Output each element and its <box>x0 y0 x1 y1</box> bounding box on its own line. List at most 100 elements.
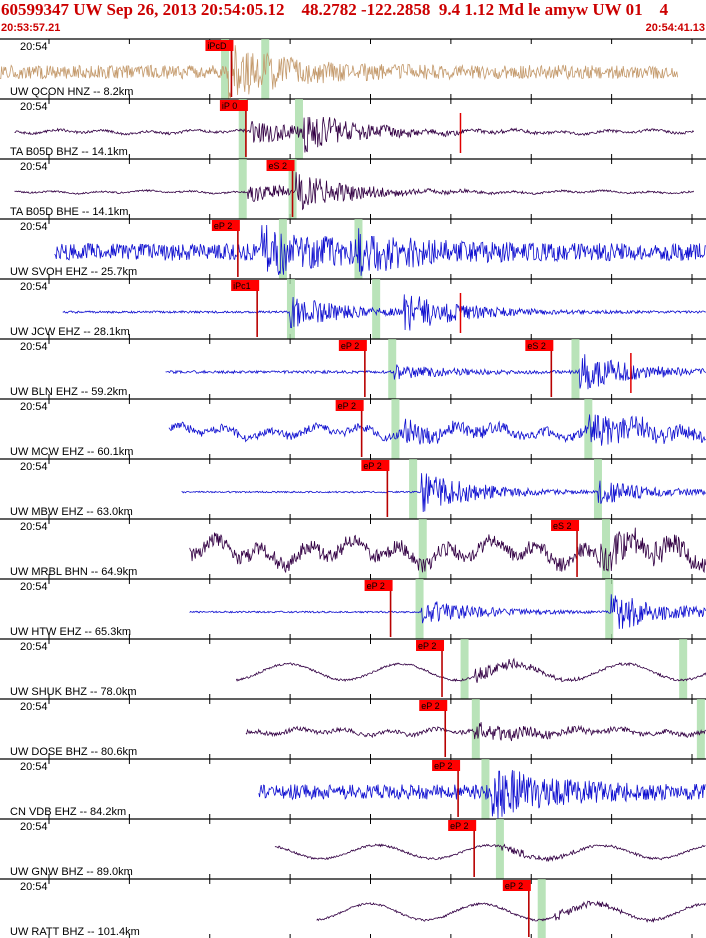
minute-tick-label: 20:54 <box>20 581 48 593</box>
waveform-trace <box>189 594 706 629</box>
end-time: 20:54:41.13 <box>645 22 705 34</box>
minute-tick-label: 20:54 <box>20 881 48 893</box>
theoretical-arrival-mark <box>605 579 614 639</box>
phase-pick-box <box>364 580 393 591</box>
theoretical-arrival-mark <box>415 579 424 639</box>
theoretical-arrival-mark <box>418 519 427 579</box>
header: 60599347 UW Sep 26, 2013 20:54:05.12 48.… <box>0 0 706 37</box>
waveform-trace <box>165 354 706 390</box>
minute-tick-label: 20:54 <box>20 341 48 353</box>
phase-pick-box <box>551 520 580 531</box>
theoretical-arrival-mark <box>294 99 303 159</box>
station-label: UW BLN EHZ -- 59.2km <box>10 386 127 398</box>
waveform-trace <box>62 294 706 331</box>
waveform-trace <box>14 172 695 211</box>
seismogram-plot: 20:54 iPcD UW QCON HNZ -- 8.2km 20:54 iP 0 TA… <box>0 38 706 938</box>
waveform-trace <box>181 473 706 513</box>
theoretical-arrival-mark <box>696 699 705 759</box>
phase-pick-box <box>361 460 390 471</box>
phase-pick-box <box>338 340 367 351</box>
theoretical-arrival-mark <box>278 219 287 279</box>
phase-pick-label: eP 2 <box>363 461 381 471</box>
theoretical-arrival-mark <box>460 639 469 699</box>
phase-pick-box <box>205 40 234 51</box>
station-label: UW HTW EHZ -- 65.3km <box>10 626 131 638</box>
phase-pick-box <box>231 280 260 291</box>
waveform-trace <box>274 843 706 863</box>
theoretical-arrival-mark <box>593 459 602 519</box>
station-label: TA B05D BHZ -- 14.1km <box>10 146 128 158</box>
phase-pick-label: eS 2 <box>527 341 546 351</box>
waveform-trace <box>168 414 706 446</box>
phase-pick-label: eP 2 <box>418 641 436 651</box>
theoretical-arrival-mark <box>238 99 247 159</box>
phase-pick-box <box>416 640 445 651</box>
phase-pick-box <box>211 220 240 231</box>
phase-pick-box <box>502 880 531 891</box>
minute-tick-label: 20:54 <box>20 761 48 773</box>
phase-pick-label: eP 2 <box>450 821 468 831</box>
station-label: UW DOSE BHZ -- 80.6km <box>10 746 137 758</box>
minute-tick-label: 20:54 <box>20 401 48 413</box>
phase-pick-label: eP 2 <box>505 881 523 891</box>
phase-pick-label: eP 2 <box>367 581 385 591</box>
phase-pick-label: eP 2 <box>214 221 232 231</box>
station-label: UW QCON HNZ -- 8.2km <box>10 86 133 98</box>
waveform-trace <box>54 224 706 276</box>
minute-tick-label: 20:54 <box>20 161 48 173</box>
station-label: UW RATT BHZ -- 101.4km <box>10 926 140 938</box>
phase-pick-label: eS 2 <box>269 161 288 171</box>
phase-pick-label: eS 2 <box>553 521 572 531</box>
minute-tick-label: 20:54 <box>20 821 48 833</box>
theoretical-arrival-mark <box>372 279 381 339</box>
theoretical-arrival-mark <box>495 819 504 879</box>
minute-tick-label: 20:54 <box>20 461 48 473</box>
phase-pick-label: eP 2 <box>341 341 359 351</box>
minute-tick-label: 20:54 <box>20 521 48 533</box>
station-label: TA B05D BHE -- 14.1km <box>10 206 128 218</box>
phase-pick-label: eP 2 <box>338 401 356 411</box>
phase-pick-label: eP 2 <box>421 701 439 711</box>
theoretical-arrival-mark <box>261 39 270 99</box>
station-label: UW MCW EHZ -- 60.1km <box>10 446 133 458</box>
minute-tick-label: 20:54 <box>20 101 48 113</box>
waveform-trace <box>258 770 706 819</box>
phase-pick-label: iPc1 <box>233 281 251 291</box>
station-label: UW MRBL BHN -- 64.9km <box>10 566 137 578</box>
waveform-trace <box>0 45 678 100</box>
theoretical-arrival-mark <box>391 399 400 459</box>
station-label: UW SVOH EHZ -- 25.7km <box>10 266 137 278</box>
phase-pick-box <box>525 340 554 351</box>
minute-tick-label: 20:54 <box>20 281 48 293</box>
theoretical-arrival-mark <box>471 699 480 759</box>
event-title: 60599347 UW Sep 26, 2013 20:54:05.12 48.… <box>1 0 669 19</box>
station-label: UW GNW BHZ -- 89.0km <box>10 866 133 878</box>
phase-pick-label: eP 2 <box>434 761 452 771</box>
theoretical-arrival-mark <box>238 159 247 219</box>
waveform-trace <box>245 722 706 742</box>
theoretical-arrival-mark <box>409 459 418 519</box>
phase-pick-box <box>219 100 248 111</box>
minute-tick-label: 20:54 <box>20 41 48 53</box>
minute-tick-label: 20:54 <box>20 221 48 233</box>
theoretical-arrival-mark <box>481 759 490 819</box>
phase-pick-box <box>266 160 295 171</box>
station-label: UW JCW EHZ -- 28.1km <box>10 326 130 338</box>
waveform-trace <box>14 116 695 153</box>
theoretical-arrival-mark <box>571 339 580 399</box>
phase-pick-box <box>432 760 461 771</box>
station-label: CN VDB EHZ -- 84.2km <box>10 806 126 818</box>
start-time: 20:53:57.21 <box>1 22 61 34</box>
theoretical-arrival-mark <box>388 339 397 399</box>
waveform-trace <box>189 527 706 574</box>
theoretical-arrival-mark <box>679 639 688 699</box>
phase-pick-label: iP 0 <box>222 101 237 111</box>
station-label: UW MBW EHZ -- 63.0km <box>10 506 133 518</box>
theoretical-arrival-mark <box>286 279 295 339</box>
phase-pick-box <box>448 820 477 831</box>
minute-tick-label: 20:54 <box>20 701 48 713</box>
station-label: UW SHUK BHZ -- 78.0km <box>10 686 137 698</box>
minute-tick-label: 20:54 <box>20 641 48 653</box>
waveform-trace <box>235 657 706 683</box>
waveform-trace <box>316 900 706 923</box>
